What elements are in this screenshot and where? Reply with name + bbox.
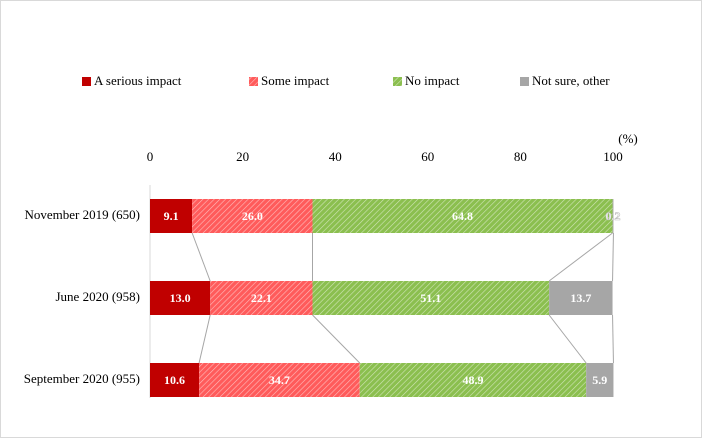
bar-segment — [359, 363, 587, 397]
value-label: 34.7 — [269, 373, 290, 387]
value-label: 48.9 — [462, 373, 483, 387]
bar-segment — [312, 281, 550, 315]
category-label: June 2020 (958) — [56, 289, 141, 304]
legend-swatch — [393, 77, 402, 86]
bar-segment — [192, 199, 313, 233]
bar-segment — [312, 199, 613, 233]
value-label: 51.1 — [420, 291, 441, 305]
value-label: 64.8 — [452, 209, 473, 223]
legend-label: No impact — [405, 73, 460, 88]
connector-line — [548, 314, 587, 364]
connector-line — [612, 232, 614, 282]
value-label: 0.2 — [606, 209, 621, 223]
legend-swatch — [520, 77, 529, 86]
x-tick-label: 60 — [421, 149, 434, 164]
legend-swatch — [82, 77, 91, 86]
x-tick-label: 100 — [603, 149, 623, 164]
value-label: 22.1 — [251, 291, 272, 305]
legend-label: Not sure, other — [532, 73, 610, 88]
value-label: 5.9 — [592, 373, 607, 387]
value-label: 26.0 — [242, 209, 263, 223]
legend-label: Some impact — [261, 73, 330, 88]
connector-line — [191, 232, 211, 282]
value-label: 10.6 — [164, 373, 185, 387]
bar-segment — [612, 199, 614, 233]
bar-segment — [150, 281, 211, 315]
x-tick-label: 20 — [236, 149, 249, 164]
connector-line — [548, 232, 613, 282]
legend-label: A serious impact — [94, 73, 182, 88]
value-label: 13.7 — [570, 291, 591, 305]
category-label: September 2020 (955) — [24, 371, 140, 386]
bar-segment — [586, 363, 614, 397]
bar-segment — [150, 199, 193, 233]
bar-segment — [210, 281, 313, 315]
bar-segment — [199, 363, 360, 397]
x-tick-label: 80 — [514, 149, 527, 164]
value-label: 9.1 — [164, 209, 179, 223]
unit-label: (%) — [618, 131, 638, 146]
legend-swatch — [249, 77, 258, 86]
x-tick-label: 0 — [147, 149, 154, 164]
connector-line — [198, 314, 211, 364]
bar-segment — [150, 363, 200, 397]
connector-line — [612, 314, 614, 364]
value-label: 13.0 — [170, 291, 191, 305]
connector-line — [312, 314, 361, 364]
bar-segment — [549, 281, 613, 315]
category-label: November 2019 (650) — [24, 207, 140, 222]
x-tick-label: 40 — [329, 149, 342, 164]
